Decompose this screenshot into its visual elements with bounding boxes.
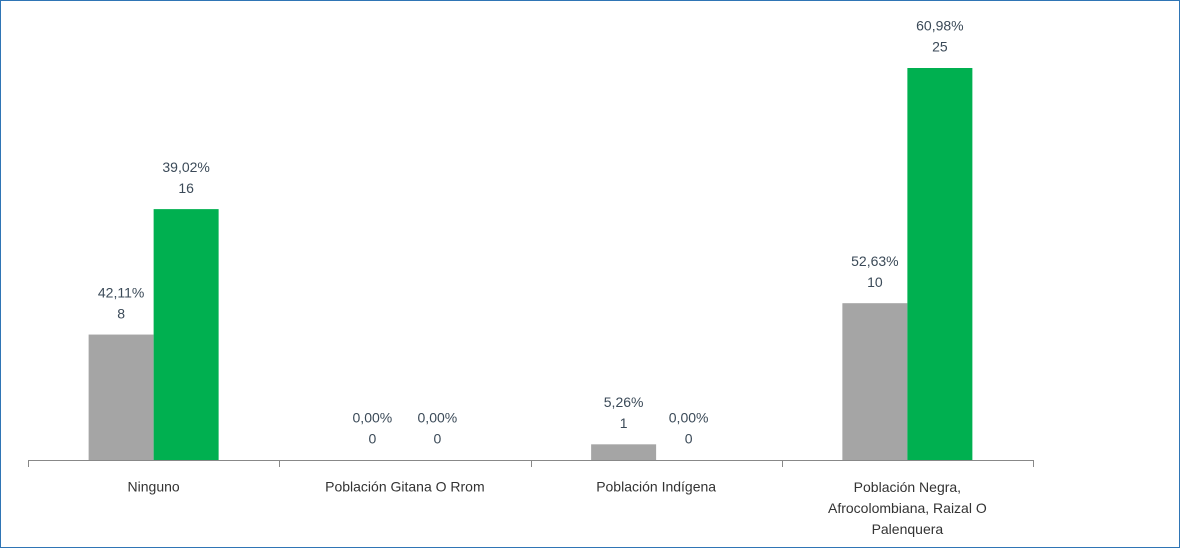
value-label: 0 xyxy=(433,431,441,447)
value-label: 16 xyxy=(178,180,194,196)
percent-label: 0,00% xyxy=(669,410,709,426)
bar xyxy=(153,209,219,460)
bar xyxy=(591,444,657,460)
percent-label: 42,11% xyxy=(98,284,144,300)
percent-label: 0,00% xyxy=(418,410,458,426)
value-label: 25 xyxy=(932,39,948,55)
bar xyxy=(842,303,908,460)
value-label: 0 xyxy=(685,431,693,447)
value-label: 0 xyxy=(368,431,376,447)
x-tick-label: Población Gitana O Rrom xyxy=(325,479,485,495)
percent-label: 60,98% xyxy=(916,18,963,34)
value-label: 8 xyxy=(117,305,125,321)
percent-label: 39,02% xyxy=(162,159,209,175)
value-label: 10 xyxy=(867,274,883,290)
bar xyxy=(907,68,973,460)
percent-label: 52,63% xyxy=(851,253,898,269)
percent-label: 5,26% xyxy=(604,394,644,410)
value-label: 1 xyxy=(620,415,628,431)
percent-label: 0,00% xyxy=(353,410,393,426)
x-tick-label: Ninguno xyxy=(128,479,180,495)
x-tick-label: Población Negra, Afrocolombiana, Raizal O… xyxy=(828,479,987,537)
bar xyxy=(88,334,154,460)
x-tick-label: Población Indígena xyxy=(596,479,716,495)
